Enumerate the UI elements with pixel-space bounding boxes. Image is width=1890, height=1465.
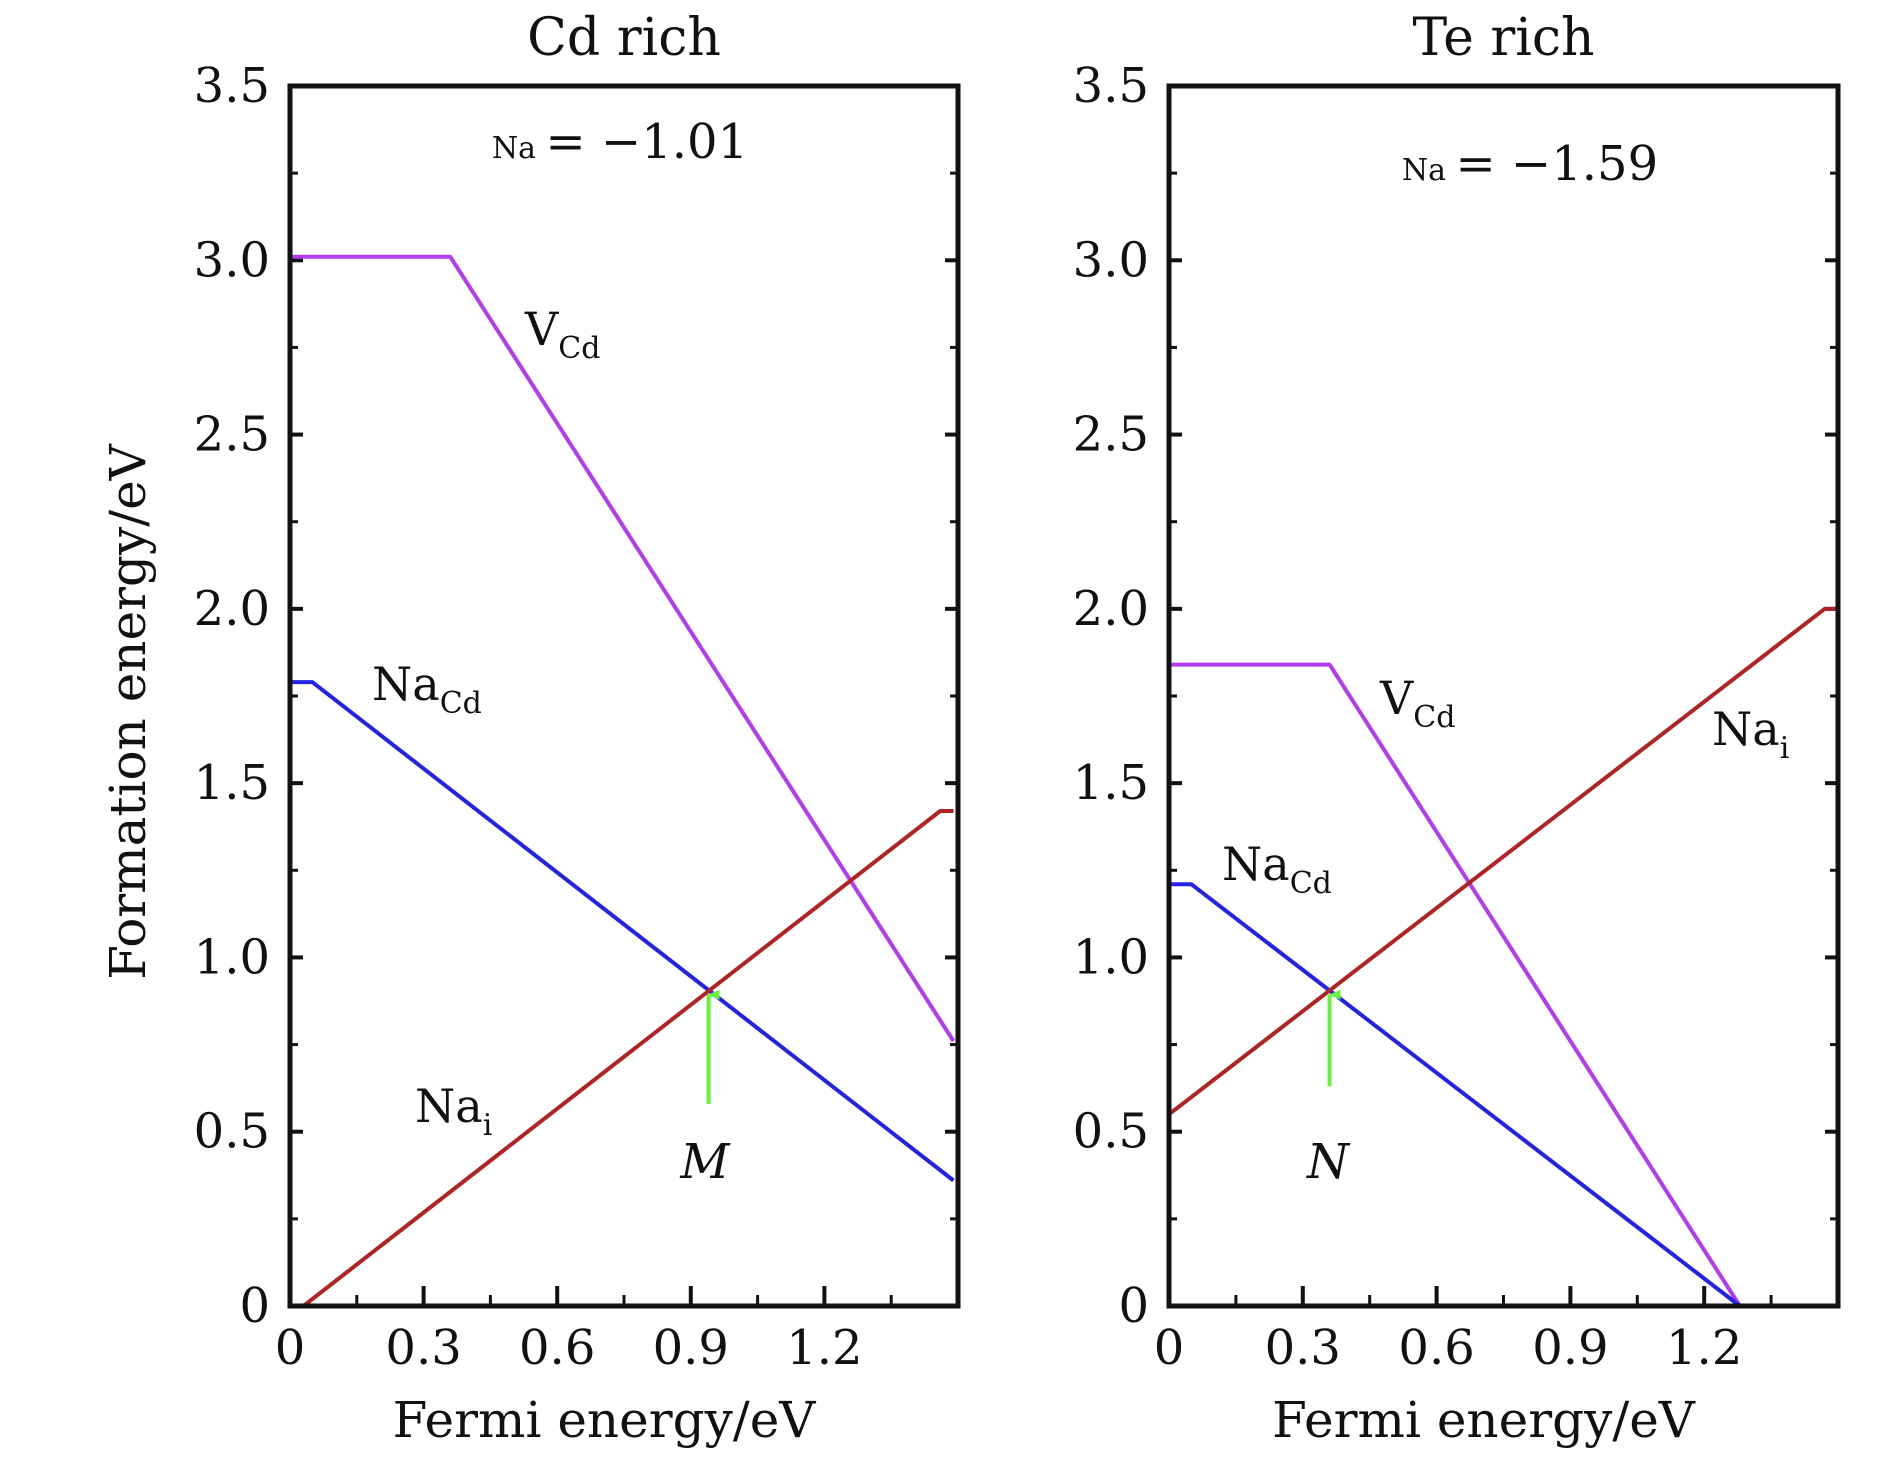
series-label-na-cd: NaCd bbox=[372, 657, 482, 721]
series-line-v-cd bbox=[1169, 662, 1742, 1308]
series-label-na-i: Nai bbox=[1712, 702, 1789, 766]
y-tick-label: 3.0 bbox=[194, 232, 270, 288]
y-axis-label: Formation energy/eV bbox=[99, 443, 157, 979]
panel-te-rich: 0 0.5 1.0 1.5 2.0 2.5 3.0 3.5 0 0.3 0.6 0.9 1.2 VCd Na… bbox=[1073, 8, 1841, 1449]
series-line-na-cd bbox=[290, 680, 955, 1183]
y-tick-label: 0 bbox=[1118, 1278, 1149, 1334]
y-tick-label: 2.0 bbox=[1073, 581, 1149, 637]
y-tick-label: 2.5 bbox=[1073, 407, 1149, 463]
series-label-v-cd: VCd bbox=[1379, 671, 1455, 735]
x-tick-label: 0.6 bbox=[519, 1320, 595, 1376]
series-label-na-i: Nai bbox=[415, 1079, 492, 1143]
x-axis-label: Fermi energy/eV bbox=[393, 1391, 817, 1449]
plot-frame bbox=[287, 83, 961, 1309]
y-tick-label: 0.5 bbox=[194, 1104, 270, 1160]
chemical-potential-annotation: Na = −1.59 bbox=[1402, 136, 1658, 192]
x-tick-label: 1.2 bbox=[786, 1320, 862, 1376]
series-line-na-cd bbox=[1169, 882, 1742, 1308]
panel-cd-rich: 0 0.5 1.0 1.5 2.0 2.5 3.0 3.5 0 0.3 0.6 0.9 1.2 VCd Na… bbox=[194, 8, 961, 1449]
y-tick-label: 1.5 bbox=[1073, 755, 1149, 811]
x-tick-label: 0.6 bbox=[1398, 1320, 1474, 1376]
y-tick-label: 1.0 bbox=[194, 929, 270, 985]
y-tick-label: 2.5 bbox=[194, 407, 270, 463]
y-tick-label: 2.0 bbox=[194, 581, 270, 637]
x-tick-label: 0.9 bbox=[1532, 1320, 1608, 1376]
plot-frame bbox=[1166, 83, 1841, 1309]
chemical-potential-annotation: Na = −1.01 bbox=[492, 114, 748, 170]
y-tick-label: 3.5 bbox=[1073, 58, 1149, 114]
y-tick-label: 0.5 bbox=[1073, 1104, 1149, 1160]
panel-title: Te rich bbox=[1412, 8, 1594, 68]
crossing-label: M bbox=[679, 1134, 731, 1190]
series-line-v-cd bbox=[290, 254, 956, 1043]
x-tick-label: 0.3 bbox=[1265, 1320, 1341, 1376]
series-line-na-i bbox=[1167, 606, 1838, 1116]
series-label-na-cd: NaCd bbox=[1222, 837, 1332, 901]
x-tick-label: 0.9 bbox=[653, 1320, 729, 1376]
series-label-v-cd: VCd bbox=[524, 302, 600, 366]
panel-title: Cd rich bbox=[527, 8, 721, 68]
y-tick-label: 1.5 bbox=[194, 755, 270, 811]
y-tick-label: 0 bbox=[239, 1278, 270, 1334]
series-line-na-i bbox=[302, 809, 954, 1308]
y-tick-label: 1.0 bbox=[1073, 929, 1149, 985]
x-tick-label: 1.2 bbox=[1666, 1320, 1742, 1376]
y-tick-label: 3.5 bbox=[194, 58, 270, 114]
crossing-label: N bbox=[1306, 1134, 1351, 1190]
x-tick-label: 0 bbox=[275, 1320, 306, 1376]
x-tick-label: 0 bbox=[1154, 1320, 1185, 1376]
y-tick-label: 3.0 bbox=[1073, 232, 1149, 288]
x-axis-label: Fermi energy/eV bbox=[1272, 1391, 1696, 1449]
x-tick-label: 0.3 bbox=[385, 1320, 461, 1376]
